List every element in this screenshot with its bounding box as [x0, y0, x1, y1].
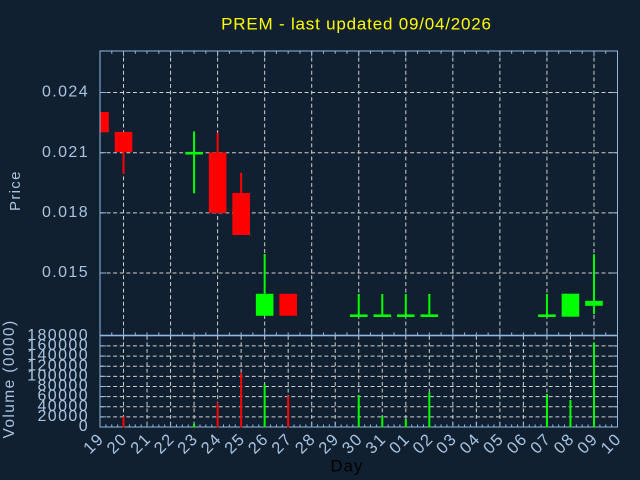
- svg-text:80000: 80000: [38, 378, 90, 395]
- svg-text:0.021: 0.021: [42, 144, 89, 161]
- svg-text:160000: 160000: [27, 337, 89, 354]
- svg-text:20000: 20000: [38, 408, 90, 425]
- svg-text:140000: 140000: [27, 347, 89, 364]
- svg-text:Day: Day: [331, 458, 364, 476]
- svg-text:0.015: 0.015: [42, 264, 89, 281]
- svg-text:40000: 40000: [38, 398, 90, 415]
- svg-text:120000: 120000: [27, 357, 89, 374]
- svg-text:0.018: 0.018: [42, 204, 89, 221]
- svg-text:60000: 60000: [38, 388, 90, 405]
- svg-text:180000: 180000: [27, 327, 89, 344]
- svg-text:Volume (0000): Volume (0000): [1, 319, 18, 438]
- svg-text:0: 0: [79, 418, 89, 435]
- svg-text:PREM - last updated 09/04/2026: PREM - last updated 09/04/2026: [221, 15, 492, 34]
- svg-text:0.024: 0.024: [42, 84, 89, 101]
- svg-text:100000: 100000: [27, 367, 89, 384]
- svg-text:Price: Price: [7, 170, 24, 211]
